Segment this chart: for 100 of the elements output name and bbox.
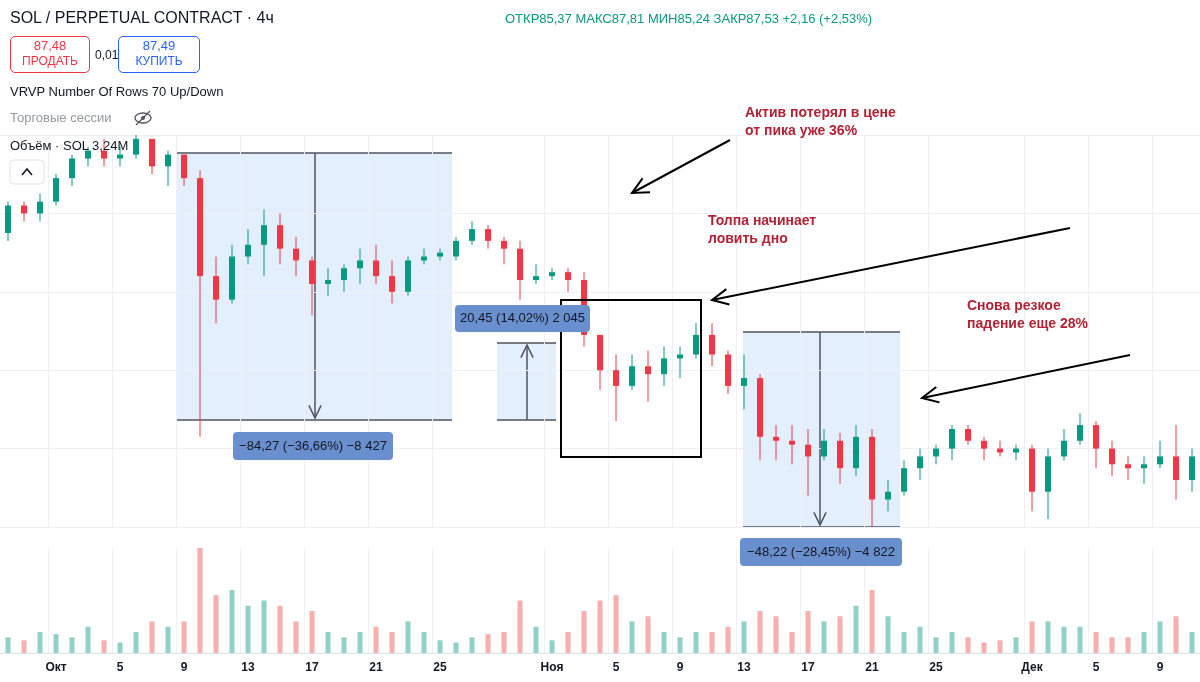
x-tick-label: Дек (1021, 660, 1044, 674)
bar (693, 632, 699, 653)
bar (821, 621, 827, 653)
candlestick (277, 212, 283, 265)
bar (21, 640, 27, 653)
bar (917, 626, 923, 653)
candlestick (1109, 440, 1115, 477)
candlestick (261, 208, 267, 277)
candlestick (1173, 424, 1179, 501)
bar (901, 632, 907, 653)
candlestick (981, 436, 987, 461)
bar (245, 605, 251, 653)
bar (261, 600, 267, 653)
x-tick-label: 17 (801, 660, 815, 674)
bar (805, 611, 811, 653)
bar (741, 621, 747, 653)
text: Торговые сессии (10, 110, 112, 127)
annotation: Актив потерял в цене от пика уже 36% (745, 104, 896, 139)
buy-button: 87,49 КУПИТЬ (118, 36, 200, 73)
bar (1013, 637, 1019, 653)
bar (1141, 632, 1147, 653)
x-tick-label: 13 (737, 660, 751, 674)
bar (885, 616, 891, 653)
annotation: Толпа начинает ловить дно (708, 212, 817, 247)
candlestick (1189, 448, 1195, 493)
candlestick (245, 228, 251, 265)
candlestick (501, 236, 507, 265)
candlestick (821, 428, 827, 461)
candlestick (69, 154, 75, 187)
candlestick (965, 424, 971, 446)
bar (997, 640, 1003, 653)
bar (1077, 626, 1083, 653)
candlestick (341, 263, 347, 293)
x-tick-label: 13 (241, 660, 255, 674)
bar (725, 626, 731, 653)
bar (437, 640, 443, 653)
candlestick (373, 244, 379, 285)
bar (965, 637, 971, 653)
x-tick-label: 9 (1156, 660, 1164, 674)
bar (661, 632, 667, 653)
bar (565, 632, 571, 653)
candlestick (885, 479, 891, 512)
bar (757, 611, 763, 653)
candlestick (133, 134, 139, 160)
candlestick (533, 263, 539, 285)
bar (69, 637, 75, 653)
sell-button: 87,48 ПРОДАТЬ (10, 36, 90, 73)
candlestick (805, 428, 811, 497)
bar (1109, 637, 1115, 653)
bar (229, 590, 235, 653)
candlestick (181, 154, 187, 187)
bar (549, 640, 555, 653)
bar (309, 611, 315, 653)
annotation: Снова резкое падение еще 28% (967, 297, 1088, 332)
bar (1093, 632, 1099, 653)
bar (181, 621, 187, 653)
candlestick (325, 267, 331, 297)
x-tick-label: 9 (676, 660, 684, 674)
bar (1157, 621, 1163, 653)
x-tick-label: 5 (612, 660, 620, 674)
bar (709, 632, 715, 653)
x-tick-label: 21 (369, 660, 383, 674)
bar (453, 642, 459, 653)
x-tick-label: 5 (116, 660, 124, 674)
candlestick (565, 267, 571, 293)
candlestick (37, 193, 43, 222)
annotation: −84,27 (−36,66%) −8 427 (233, 432, 393, 460)
candlestick (469, 220, 475, 246)
bar (133, 632, 139, 653)
annotation: −48,22 (−28,45%) −4 822 (740, 538, 902, 566)
bar (357, 632, 363, 653)
bar (213, 595, 219, 653)
text: ОТКР85,37 МАКС87,81 МИН85,24 ЗАКР87,53 +2,16 (+2,53%) (505, 11, 873, 28)
candlestick (1125, 455, 1131, 481)
candlestick (1093, 420, 1099, 469)
bar (533, 626, 539, 653)
candlestick (549, 267, 555, 281)
candlestick (773, 424, 779, 461)
bar (389, 632, 395, 653)
bar (53, 634, 59, 653)
bar (981, 642, 987, 653)
bar (37, 632, 43, 653)
bar (1061, 626, 1067, 653)
bar (677, 637, 683, 653)
candlestick (1077, 412, 1083, 446)
candlestick (1141, 455, 1147, 485)
annotation: Объём · SOL 3,24M (10, 138, 129, 155)
candlestick (997, 440, 1003, 457)
candlestick (389, 259, 395, 305)
bar (789, 632, 795, 653)
candlestick (309, 256, 315, 316)
candlestick (661, 346, 667, 387)
bar (1125, 637, 1131, 653)
x-tick-label: 21 (865, 660, 879, 674)
bar (581, 611, 587, 653)
candlestick (165, 150, 171, 187)
bar (869, 590, 875, 653)
bar (517, 600, 523, 653)
candlestick (1157, 440, 1163, 469)
bar (1029, 621, 1035, 653)
